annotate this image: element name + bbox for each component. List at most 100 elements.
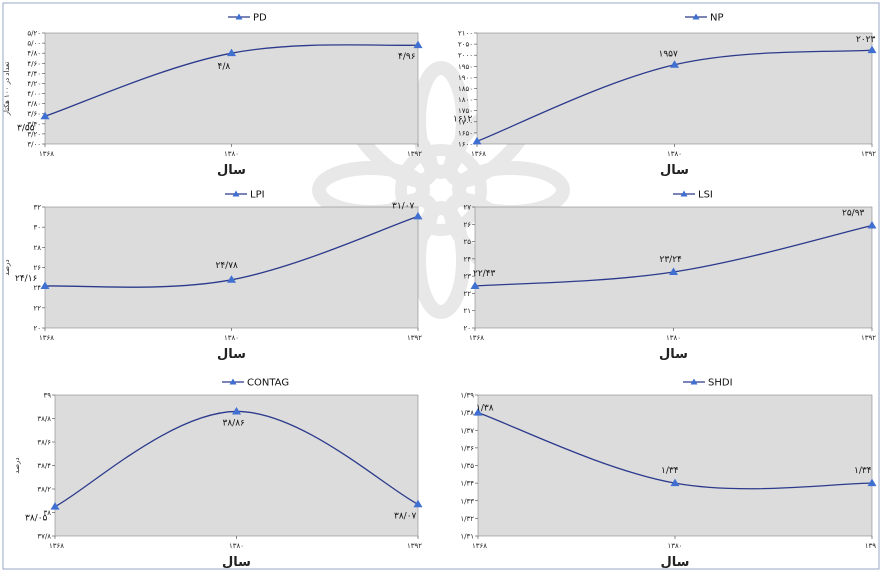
x-tick-label: ۱۳۹ — [865, 542, 877, 550]
chart-panel-lsi: ۲۰ ۲۱ ۲۲ ۲۳ ۲۴ ۲۵ ۲۶ ۲۷ ۱۳۶۸ ۱۳۸۰ ۱۳۹۲ سال LSI ۲۲/۴۳ ۲… — [463, 190, 877, 362]
y-tick-label: ۲۳ — [463, 273, 471, 281]
y-tick-label: ۱۹۰۰ — [458, 74, 473, 82]
data-point — [413, 40, 423, 49]
data-label: ۳۱/۰۷ — [392, 201, 415, 211]
x-tick-label: ۱۳۸۰ — [667, 542, 682, 550]
x-tick-label: ۱۳۶۸ — [472, 542, 487, 550]
y-tick-label: ۳۸/۸ — [37, 415, 51, 423]
y-tick-label: ۲۸ — [33, 244, 41, 252]
watermark-center — [395, 144, 487, 236]
y-tick-label: ۱۷۵۰ — [458, 107, 473, 115]
y-tick-label: ۱۸۰۰ — [458, 96, 473, 104]
y-tick-label: ۱۸۵۰ — [458, 85, 473, 93]
x-tick-label: ۱۳۹۲ — [407, 334, 422, 342]
data-point — [867, 220, 877, 229]
legend-label: LPI — [250, 190, 265, 201]
y-tick-label: ۳۸/۴ — [37, 462, 51, 470]
legend-marker — [690, 378, 698, 385]
x-tick-label: ۱۳۶۸ — [49, 542, 64, 550]
x-tick-label: ۱۳۹۲ — [407, 150, 422, 158]
data-point — [50, 502, 60, 510]
data-point — [670, 60, 679, 68]
y-tick-label: ۲۰ — [33, 325, 41, 333]
y-tick-label: ۲۰۵۰ — [458, 41, 473, 49]
y-tick-label: ۳۸/۲ — [37, 486, 51, 494]
y-tick-label: ۳۸ — [43, 509, 51, 517]
data-label: ۱/۳۴ — [661, 466, 679, 476]
y-tick-label: ۲۲ — [33, 304, 41, 312]
data-point — [867, 45, 877, 54]
legend-marker — [232, 190, 240, 197]
x-tick-label: ۱۳۸۰ — [229, 542, 244, 550]
legend-label: NP — [710, 13, 724, 24]
y-tick-label: ۱/۳۵ — [460, 462, 474, 470]
plot-area — [477, 394, 873, 537]
x-axis-title: سال — [660, 163, 689, 178]
data-label: ۲۳/۲۴ — [660, 255, 683, 265]
data-point — [40, 111, 50, 120]
chart-panel-contag: ۳۷/۸ ۳۸ ۳۸/۲ ۳۸/۴ ۳۸/۶ ۳۸/۸ ۳۹ ۱۳۶۸ ۱۳۸۰ ۱۳۹۲ سال د… — [13, 378, 423, 570]
y-tick-label: ۵/۲۰ — [27, 30, 41, 38]
data-label: ۲۵/۹۳ — [842, 208, 865, 218]
y-tick-label: ۲۶ — [463, 221, 471, 229]
data-point — [669, 267, 678, 275]
y-tick-label: ۱/۳۷ — [460, 427, 474, 435]
data-point — [227, 48, 236, 57]
data-label: ۲۲/۴۳ — [473, 269, 496, 279]
x-tick-label: ۱۳۸۰ — [666, 334, 681, 342]
data-label: ۳۸/۸۶ — [223, 418, 246, 428]
x-axis-title: سال — [217, 163, 246, 178]
y-tick-label: ۱۶۰۰ — [458, 141, 473, 149]
y-tick-label: ۴/۴۰ — [27, 70, 41, 78]
data-point — [473, 408, 483, 416]
data-label: ۳۸/۰۷ — [394, 511, 417, 521]
y-tick-label: ۱/۳۹ — [460, 392, 474, 400]
x-tick-label: ۱۳۹۲ — [407, 542, 422, 550]
legend-label: PD — [253, 13, 267, 24]
y-tick-label: ۴/۶۰ — [27, 60, 41, 68]
y-tick-label: ۲۵ — [463, 238, 471, 246]
y-tick-label: ۲۲ — [463, 290, 471, 298]
y-tick-label: ۳/۴۰ — [27, 120, 41, 128]
data-label: ۱۹۵۷ — [659, 50, 679, 60]
data-label: ۳/۵۵ — [17, 123, 35, 133]
data-label: ۳۸/۰۵ — [25, 514, 48, 524]
y-tick-label: ۳/۸۰ — [27, 100, 41, 108]
chart-panel-np: ۱۶۰۰ ۱۶۵۰ ۱۷۰۰ ۱۷۵۰ ۱۸۰۰ ۱۸۵۰ ۱۹۰۰ ۱۹۵۰ ۲۰۰۰ ۲۰۵۰… — [453, 13, 877, 178]
y-tick-label: ۳۷/۸ — [37, 533, 51, 541]
legend-marker — [229, 378, 237, 385]
chart-panel-shdi: ۱/۳۱۱/۳۲۱/۳۳۱/۳۴۱/۳۵۱/۳۶۱/۳۷۱/۳۸۱/۳۹۱۳۶۸… — [460, 378, 877, 570]
y-tick-label: ۳۲ — [33, 204, 41, 212]
y-tick-label: ۴/۸۰ — [27, 50, 41, 58]
y-tick-label: ۲۱ — [463, 307, 471, 315]
data-point — [413, 499, 423, 508]
y-axis-title: درصد — [13, 457, 21, 473]
chart-panel-pd: ۳/۰۰ ۳/۲۰ ۳/۴۰ ۳/۶۰ ۳/۸۰ ۴/۰۰ ۴/۲۰ ۴/۴۰ ۴/۶۰ ۴/۸۰… — [3, 13, 423, 178]
y-axis-title: تعداد در ۱۰۰ هکتار — [3, 62, 11, 117]
data-point — [413, 211, 423, 220]
x-axis-title: سال — [222, 555, 251, 570]
y-tick-label: ۱۶۵۰ — [458, 129, 473, 137]
data-point — [40, 281, 50, 290]
y-tick-label: ۱/۳۳ — [460, 497, 474, 505]
y-tick-label: ۱/۳۶ — [460, 444, 474, 452]
y-tick-label: ۳/۶۰ — [27, 110, 41, 118]
y-tick-label: ۲۴ — [33, 284, 41, 292]
x-axis-title: سال — [661, 555, 690, 570]
y-tick-label: ۵/۰۰ — [27, 40, 41, 48]
y-tick-label: ۴/۰۰ — [27, 90, 41, 98]
y-tick-label: ۱/۳۸ — [460, 409, 474, 417]
data-label: ۱/۳۸ — [476, 404, 494, 414]
y-tick-label: ۲۰ — [463, 325, 471, 333]
y-tick-label: ۳۹ — [43, 392, 51, 400]
x-axis-title: سال — [659, 347, 688, 362]
x-tick-label: ۱۳۸۰ — [667, 150, 682, 158]
y-tick-label: ۱۹۵۰ — [458, 63, 473, 71]
x-tick-label: ۱۳۶۸ — [39, 334, 54, 342]
y-tick-label: ۱/۳۲ — [460, 515, 474, 523]
data-label: ۱/۳۴ — [854, 466, 872, 476]
x-tick-label: ۱۳۶۸ — [471, 150, 486, 158]
